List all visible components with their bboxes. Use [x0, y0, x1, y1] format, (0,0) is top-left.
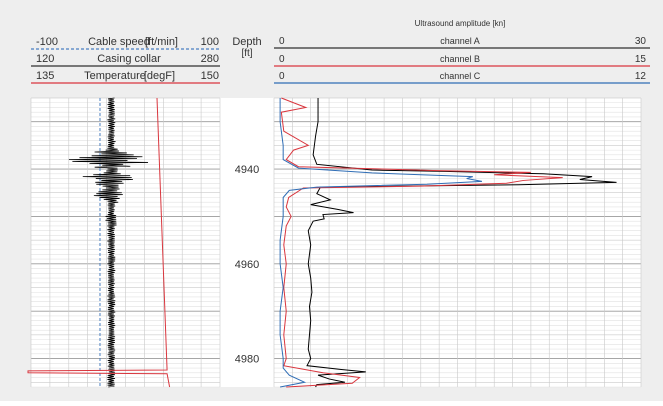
temperature-name: Temperature	[84, 70, 146, 82]
left-track-curves	[27, 97, 171, 388]
casing-collar-curve	[68, 97, 149, 388]
channel-b-max-label: 15	[635, 54, 647, 65]
cable-speed-max-label: 100	[201, 36, 219, 48]
casing-collar-name: Casing collar	[97, 53, 161, 65]
casing-collar-min-label: 120	[36, 53, 54, 65]
channel-b-curve	[280, 97, 563, 388]
channel-b-name: channel B	[440, 54, 480, 64]
depth-tick-label: 4980	[235, 354, 259, 366]
depth-tick-label: 4940	[235, 164, 259, 176]
temperature-curve	[27, 97, 171, 388]
channel-a-name: channel A	[440, 36, 480, 46]
temperature-min-label: 135	[36, 70, 54, 82]
channel-c-curve	[279, 98, 483, 388]
ultrasound-title: Ultrasound amplitude [kn]	[415, 19, 506, 28]
casing-collar-max-label: 280	[201, 53, 219, 65]
depth-label: Depth	[232, 36, 261, 48]
depth-tick-label: 4960	[235, 259, 259, 271]
channel-c-max-label: 12	[635, 71, 647, 82]
depth-unit: [ft]	[241, 48, 252, 59]
channel-b-min-label: 0	[279, 54, 285, 65]
channel-c-min-label: 0	[279, 71, 285, 82]
right-track-curves	[279, 97, 617, 388]
channel-a-curve	[306, 98, 617, 388]
channel-a-min-label: 0	[279, 36, 285, 47]
channel-a-max-label: 30	[635, 36, 647, 47]
channel-c-name: channel C	[440, 71, 481, 81]
temperature-unit: [degF]	[144, 70, 175, 82]
cable-speed-min-label: -100	[36, 36, 58, 48]
temperature-max-label: 150	[201, 70, 219, 82]
cable-speed-name: Cable speed	[88, 36, 150, 48]
left-track-grid	[30, 97, 221, 388]
depth-track-area	[220, 98, 274, 387]
right-track-grid	[273, 97, 642, 388]
cable-speed-unit: [ft/min]	[145, 36, 178, 48]
